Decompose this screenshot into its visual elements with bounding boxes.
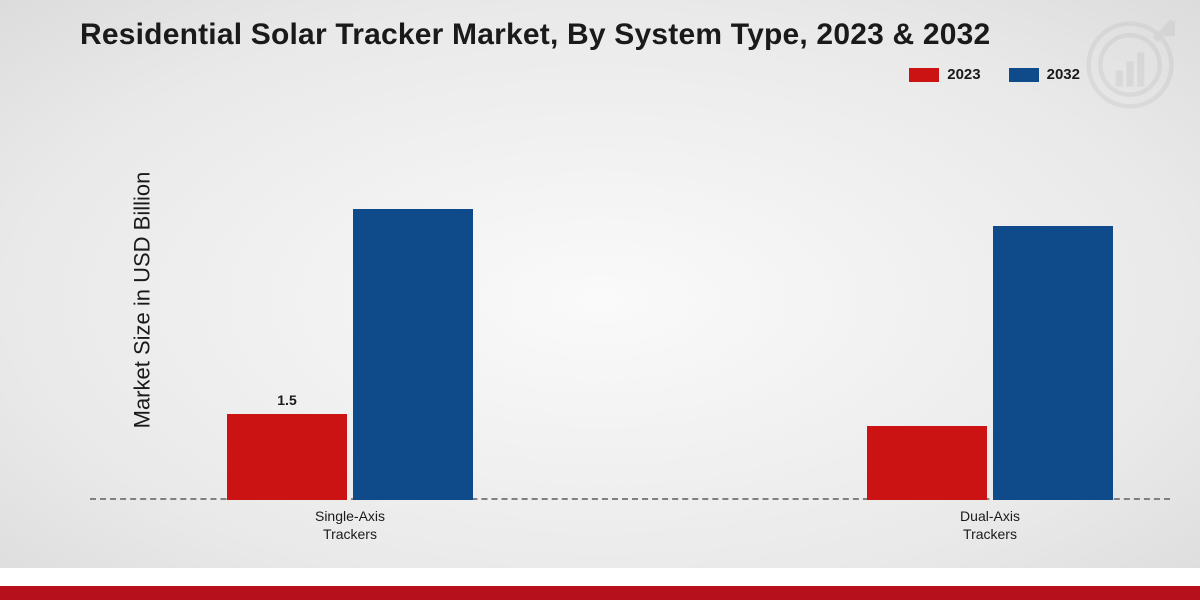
xlabel-line: Single-Axis	[315, 508, 385, 524]
value-label-single-2023: 1.5	[257, 392, 317, 408]
footer-white-strip	[0, 568, 1200, 586]
chart-title: Residential Solar Tracker Market, By Sys…	[80, 18, 990, 52]
xlabel-line: Trackers	[963, 526, 1017, 542]
bar-single-2023	[227, 414, 347, 500]
bar-group-single-axis	[227, 209, 473, 500]
legend-label-2023: 2023	[947, 66, 980, 83]
chart-canvas: Residential Solar Tracker Market, By Sys…	[0, 0, 1200, 600]
bar-dual-2023	[867, 426, 987, 500]
x-axis-label-dual: Dual-Axis Trackers	[910, 508, 1070, 543]
xlabel-line: Dual-Axis	[960, 508, 1020, 524]
xlabel-line: Trackers	[323, 526, 377, 542]
bar-group-dual-axis	[867, 226, 1113, 500]
footer-red-bar	[0, 586, 1200, 600]
legend-item-2023: 2023	[909, 66, 980, 83]
bar-single-2032	[353, 209, 473, 500]
bar-dual-2032	[993, 226, 1113, 500]
legend-label-2032: 2032	[1047, 66, 1080, 83]
plot-area: 1.5	[90, 100, 1170, 500]
watermark-logo-icon	[1085, 20, 1175, 110]
legend-swatch-2023	[909, 68, 939, 82]
legend: 2023 2032	[909, 66, 1080, 83]
legend-swatch-2032	[1009, 68, 1039, 82]
legend-item-2032: 2032	[1009, 66, 1080, 83]
x-axis-label-single: Single-Axis Trackers	[270, 508, 430, 543]
